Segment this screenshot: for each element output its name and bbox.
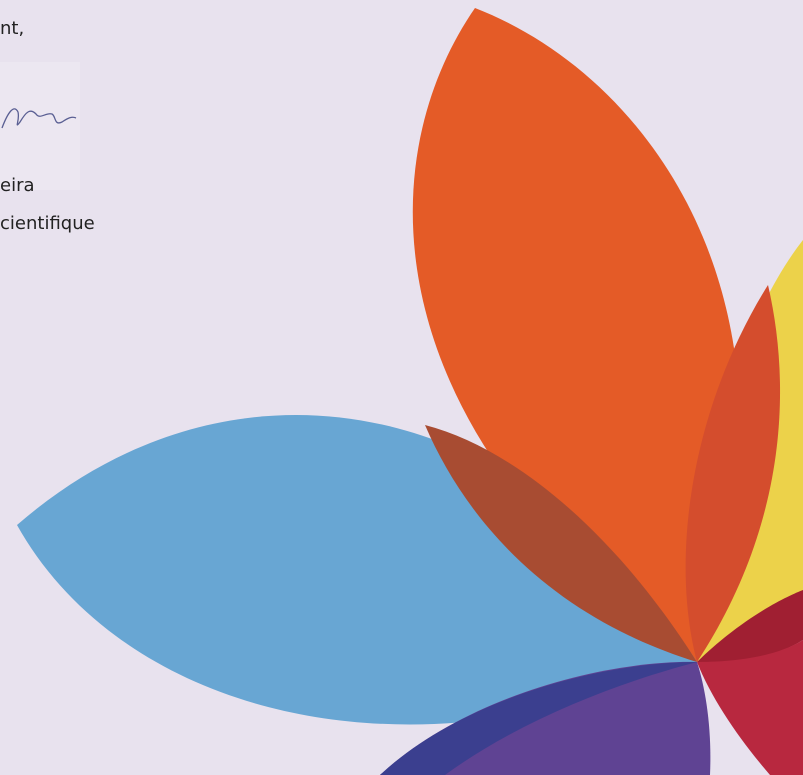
signer-name: eira	[0, 175, 35, 196]
signature-box	[0, 62, 80, 190]
signer-title: cientifique	[0, 213, 95, 234]
closing: nt,	[0, 18, 24, 39]
decoration	[0, 0, 803, 775]
page: nt, eira cientifique (() => { const data…	[0, 0, 803, 775]
